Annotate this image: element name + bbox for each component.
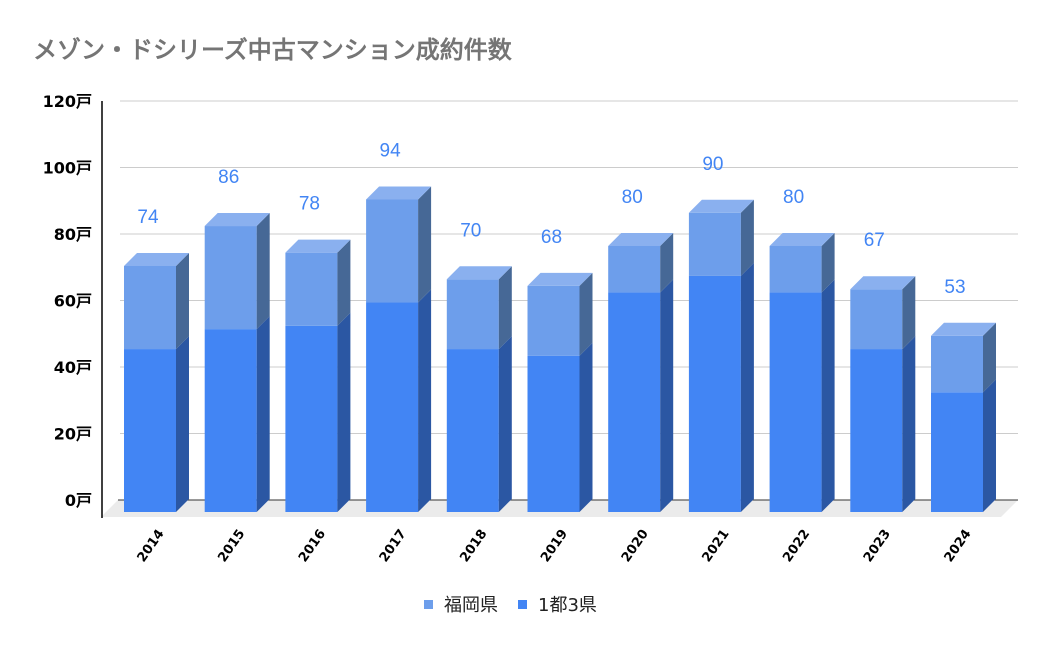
data-label-total: 53	[944, 277, 965, 298]
legend-item-fukuoka[interactable]: 福岡県	[424, 591, 498, 617]
data-label-total: 94	[380, 140, 402, 161]
y-tick-label: 60戸	[54, 292, 92, 311]
data-label-total: 67	[864, 230, 885, 251]
bar-2023[interactable]	[850, 276, 916, 512]
bar-2015[interactable]	[204, 213, 270, 512]
data-label-total: 80	[622, 187, 643, 208]
bar-2014[interactable]	[124, 252, 189, 512]
bar-2017[interactable]	[366, 186, 432, 512]
data-label-total: 68	[541, 227, 562, 248]
bar-2016[interactable]	[285, 239, 351, 512]
data-label-total: 90	[702, 154, 723, 175]
data-label-total: 70	[460, 220, 481, 241]
x-tick-label: 2017	[377, 527, 410, 565]
legend-swatch-fukuoka	[424, 599, 433, 609]
y-tick-label: 20戸	[54, 425, 92, 444]
bar-2022[interactable]	[769, 233, 835, 512]
data-label-total: 78	[299, 194, 320, 215]
legend-item-tokyo-area[interactable]: 1都3県	[518, 591, 597, 617]
legend: 福岡県 1都3県	[424, 591, 617, 617]
data-label-total: 80	[783, 187, 804, 208]
x-tick-label: 2015	[215, 527, 248, 565]
y-tick-label: 80戸	[54, 225, 92, 244]
y-tick-label: 0戸	[65, 491, 92, 510]
x-tick-label: 2019	[538, 527, 571, 565]
x-tick-label: 2023	[861, 527, 894, 565]
x-tick-label: 2021	[700, 527, 733, 565]
y-tick-label: 100戸	[43, 159, 92, 178]
x-tick-label: 2014	[135, 527, 168, 565]
x-tick-label: 2022	[780, 527, 813, 565]
data-label-total: 86	[218, 167, 239, 188]
bar-2018[interactable]	[446, 266, 512, 512]
bar-2024[interactable]	[931, 322, 996, 512]
data-label-total: 74	[137, 207, 159, 228]
legend-swatch-tokyo-area	[518, 599, 527, 609]
y-tick-label: 120戸	[43, 92, 92, 111]
chart-title: メゾン・ドシリーズ中古マンション成約件数	[33, 36, 512, 64]
x-tick-label: 2018	[457, 527, 490, 565]
x-tick-label: 2016	[296, 527, 329, 565]
bar-2019[interactable]	[527, 272, 593, 512]
y-tick-label: 40戸	[54, 358, 92, 377]
legend-label-tokyo-area: 1都3県	[538, 595, 597, 616]
bar-2021[interactable]	[688, 199, 754, 512]
x-tick-label: 2024	[942, 527, 975, 565]
bar-2020[interactable]	[608, 233, 674, 512]
legend-label-fukuoka: 福岡県	[444, 595, 498, 616]
x-tick-label: 2020	[619, 527, 652, 565]
